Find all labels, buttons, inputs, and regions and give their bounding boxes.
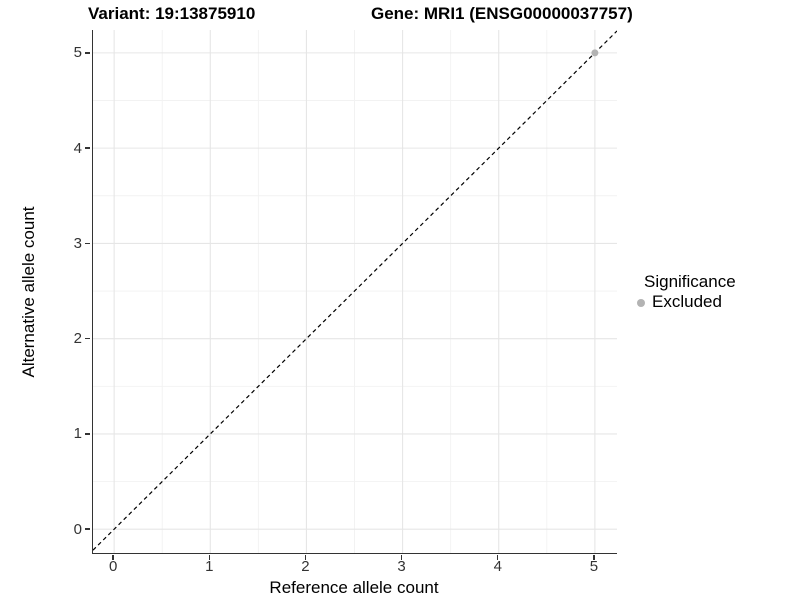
x-axis-tick-label: 0 xyxy=(108,558,118,575)
x-axis-tick-mark xyxy=(208,554,211,560)
legend-title: Significance xyxy=(644,272,736,291)
y-axis-tick-label: 5 xyxy=(73,44,82,62)
y-axis-tick-mark xyxy=(85,433,90,435)
x-axis-tick-label: 2 xyxy=(301,558,310,575)
y-axis-tick-label: 0 xyxy=(73,520,82,538)
x-axis-tick-mark xyxy=(112,554,114,560)
data-point xyxy=(591,49,599,57)
y-axis-tick-mark xyxy=(85,52,90,54)
plot-panel xyxy=(92,30,617,554)
x-axis-tick-mark xyxy=(496,554,499,560)
y-axis-tick-label: 4 xyxy=(73,139,82,157)
x-axis-tick-mark xyxy=(593,554,595,560)
x-axis-tick-mark xyxy=(304,554,307,560)
plot-title-gene: Gene: MRI1 (ENSG00000037757) xyxy=(371,4,633,23)
x-axis-tick-label: 5 xyxy=(589,558,599,575)
y-axis-tick-mark xyxy=(85,528,90,530)
plot-area-svg xyxy=(93,30,617,553)
x-axis-tick-label: 1 xyxy=(205,558,214,575)
x-axis-tick-label: 4 xyxy=(493,558,502,575)
y-axis-tick-mark xyxy=(85,242,90,245)
identity-reference-line xyxy=(93,30,617,551)
y-axis-tick-label: 1 xyxy=(73,425,82,443)
plot-title-variant: Variant: 19:13875910 xyxy=(88,4,256,23)
y-axis-tick-mark xyxy=(85,147,90,149)
y-axis-title: Alternative allele count xyxy=(19,206,38,378)
y-axis-tick-mark xyxy=(85,337,90,340)
legend-point-marker-icon xyxy=(637,299,645,307)
x-axis-title: Reference allele count xyxy=(269,578,439,597)
x-axis-tick-label: 3 xyxy=(397,558,406,575)
y-axis-tick-label: 2 xyxy=(73,330,82,348)
x-axis-tick-mark xyxy=(400,554,403,560)
legend-item-label: Excluded xyxy=(652,292,722,311)
y-axis-tick-label: 3 xyxy=(73,234,82,252)
